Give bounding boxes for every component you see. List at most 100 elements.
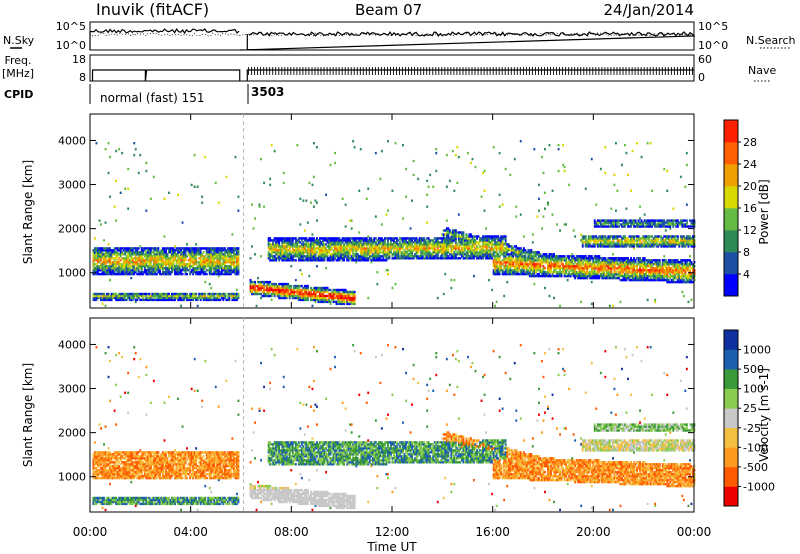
power-cell <box>165 253 167 256</box>
power-cell <box>189 249 192 252</box>
power-cell <box>311 255 314 258</box>
power-cell <box>264 292 267 296</box>
power-cell <box>103 265 105 268</box>
power-cell <box>290 237 293 240</box>
power-cell <box>337 300 339 304</box>
power-cell <box>329 257 332 260</box>
power-cell <box>387 245 389 248</box>
power-cell <box>119 298 122 302</box>
power-cell <box>412 159 415 163</box>
power-cell <box>347 259 350 262</box>
power-cell <box>358 243 361 246</box>
power-cell <box>101 257 104 260</box>
power-cell <box>151 298 154 302</box>
power-cell <box>284 257 287 260</box>
power-cell <box>162 247 164 250</box>
power-cell <box>109 253 111 256</box>
power-cell <box>435 151 438 155</box>
power-cell <box>178 257 181 260</box>
power-cell <box>160 255 163 258</box>
power-cell <box>154 271 157 274</box>
power-cell <box>204 292 207 296</box>
power-cell <box>122 259 125 262</box>
power-cell <box>163 292 166 296</box>
power-cell <box>137 292 140 296</box>
power-cell <box>183 257 185 260</box>
power-cell <box>202 298 205 302</box>
power-cell <box>169 249 172 252</box>
power-cell <box>334 245 336 248</box>
power-cell <box>394 255 397 258</box>
power-cell <box>281 237 284 240</box>
power-cell <box>371 253 374 256</box>
power-cell <box>544 148 546 151</box>
power-cell <box>213 259 216 262</box>
power-cell <box>313 142 315 145</box>
power-cell <box>350 247 353 250</box>
power-cell <box>163 294 166 298</box>
power-cell <box>228 267 231 270</box>
power-cell <box>361 239 364 242</box>
power-cell <box>284 282 287 286</box>
power-cell <box>217 257 220 260</box>
power-cell <box>359 239 362 242</box>
power-cell <box>519 213 522 216</box>
power-cell <box>128 269 131 272</box>
power-cell <box>388 249 391 252</box>
power-cell <box>131 249 134 252</box>
power-cell <box>234 257 237 260</box>
power-cell <box>94 253 96 256</box>
power-cell <box>272 288 275 292</box>
power-cell <box>359 255 362 258</box>
power-cell <box>178 255 181 258</box>
power-cell <box>140 263 143 266</box>
power-cell <box>104 265 107 268</box>
power-cell <box>154 267 157 270</box>
power-cell <box>340 249 343 252</box>
power-cell <box>175 249 178 252</box>
power-cell <box>131 267 134 270</box>
power-cell <box>276 237 279 240</box>
power-cell <box>308 247 311 250</box>
power-cell <box>236 292 238 296</box>
power-cell <box>236 294 238 298</box>
power-cell <box>199 292 202 296</box>
power-cell <box>97 255 99 258</box>
power-cell <box>139 259 142 262</box>
power-cell <box>148 253 151 256</box>
power-cell <box>323 257 326 260</box>
power-cell <box>177 255 179 258</box>
power-cell <box>165 271 167 274</box>
power-cell <box>350 296 353 300</box>
power-cell <box>273 282 276 286</box>
power-cell <box>282 292 285 296</box>
power-cell <box>95 292 98 296</box>
power-cell <box>155 272 158 276</box>
power-cell <box>192 272 195 276</box>
power-cell <box>104 294 107 298</box>
power-cell <box>149 261 152 264</box>
power-cell <box>387 237 389 240</box>
power-cell <box>118 257 121 260</box>
power-cell <box>217 263 220 266</box>
power-cell <box>118 294 121 298</box>
power-cell <box>320 288 323 292</box>
power-cell <box>365 245 368 248</box>
power-cell <box>130 251 133 254</box>
power-cell <box>130 269 133 272</box>
power-cell <box>306 247 309 250</box>
power-cell <box>249 286 252 290</box>
power-cell <box>103 239 105 242</box>
power-cell <box>228 298 231 302</box>
power-cell <box>232 271 235 274</box>
power-cell <box>103 253 105 256</box>
power-cell <box>306 255 309 258</box>
power-cell <box>160 257 163 260</box>
power-cell <box>155 257 158 260</box>
power-cell <box>254 292 256 296</box>
power-cell <box>349 249 352 252</box>
power-cell <box>163 251 166 254</box>
power-cell <box>343 255 346 258</box>
power-cell <box>377 237 380 240</box>
power-cell <box>343 257 346 260</box>
